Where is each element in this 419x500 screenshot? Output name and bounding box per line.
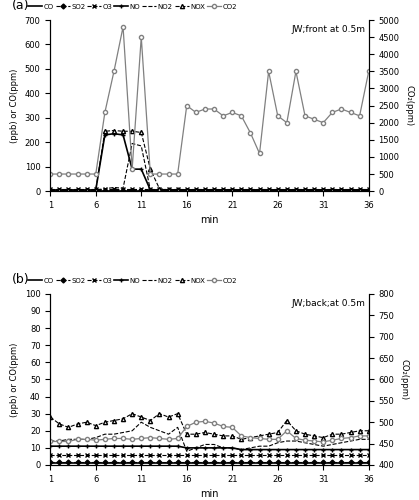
Y-axis label: (ppb) or CO(ppm): (ppb) or CO(ppm) (10, 68, 19, 143)
Text: JW;back;at 0.5m: JW;back;at 0.5m (292, 299, 365, 308)
Y-axis label: CO₂(ppm): CO₂(ppm) (404, 85, 414, 126)
Legend: CO, SO2, O3, NO, NO2, NOX, CO2: CO, SO2, O3, NO, NO2, NOX, CO2 (28, 4, 237, 10)
Text: JW;front at 0.5m: JW;front at 0.5m (292, 25, 365, 34)
Legend: CO, SO2, O3, NO, NO2, NOX, CO2: CO, SO2, O3, NO, NO2, NOX, CO2 (28, 278, 237, 283)
Y-axis label: CO₂(ppm): CO₂(ppm) (399, 359, 408, 400)
X-axis label: min: min (200, 216, 219, 226)
X-axis label: min: min (200, 490, 219, 500)
Text: (a): (a) (12, 0, 30, 12)
Y-axis label: (ppb) or CO(ppm): (ppb) or CO(ppm) (10, 342, 19, 416)
Text: (b): (b) (12, 274, 30, 286)
